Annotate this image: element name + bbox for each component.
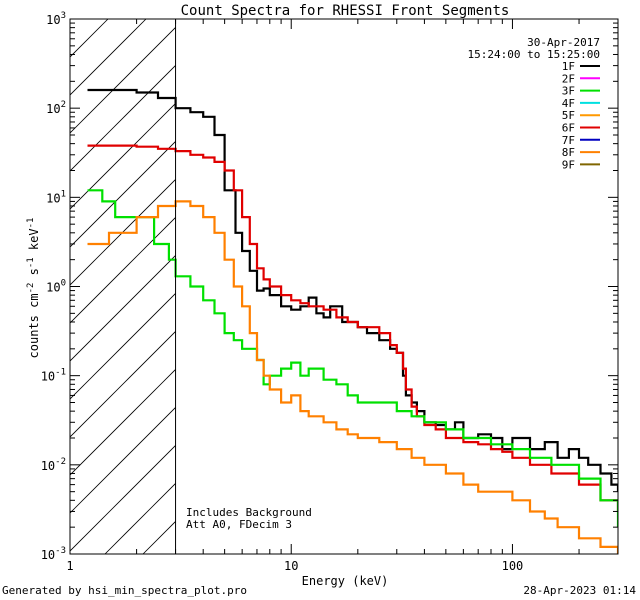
y-tick-label: 103 [46, 11, 66, 27]
hatch-line [70, 368, 176, 476]
hatch-line [70, 254, 176, 362]
legend-label: 1F [562, 60, 575, 73]
time-range-label: 15:24:00 to 15:25:00 [468, 48, 600, 61]
series-3F [87, 189, 618, 528]
date-label: 30-Apr-2017 [527, 36, 600, 49]
hatch-line [70, 140, 176, 248]
y-tick-label: 10-1 [41, 368, 66, 384]
axis-ticks: 1 10 100 10-3 10-2 10-1 100 101 102 103 [41, 11, 619, 573]
series-group [87, 88, 618, 554]
series-8F [87, 200, 618, 554]
series-6F [87, 144, 618, 512]
y-tick-label: 10-3 [41, 546, 66, 562]
x-tick-label: 10 [284, 559, 298, 573]
hatch-line [70, 444, 176, 552]
hatched-region [70, 19, 176, 554]
legend-label: 4F [562, 97, 575, 110]
hatch-line [70, 406, 176, 514]
hatch-line [70, 292, 176, 400]
legend-label: 7F [562, 134, 575, 147]
legend-label: 2F [562, 72, 575, 85]
legend-label: 5F [562, 109, 575, 122]
annotation-background: Includes Background [186, 506, 312, 519]
x-tick-label: 1 [66, 559, 73, 573]
hatch-line [70, 64, 176, 172]
hatch-line [70, 102, 176, 210]
y-axis-label: counts cm-2 s-1 keV-1 [26, 218, 41, 359]
plot-frame [69, 18, 619, 555]
x-axis-label: Energy (keV) [302, 574, 389, 588]
hatch-line [70, 26, 176, 134]
annotation-attenuator: Att A0, FDecim 3 [186, 518, 292, 531]
legend-label: 8F [562, 146, 575, 159]
legend-label: 9F [562, 158, 575, 171]
footer-generator: Generated by hsi_min_spectra_plot.pro [2, 584, 247, 597]
y-tick-label: 102 [46, 100, 66, 116]
legend-label: 3F [562, 85, 575, 98]
y-tick-label: 10-2 [41, 457, 66, 473]
legend-label: 6F [562, 122, 575, 135]
hatch-line [70, 216, 176, 324]
y-tick-label: 100 [46, 279, 66, 295]
y-tick-label: 101 [46, 189, 66, 205]
x-tick-label: 100 [502, 559, 524, 573]
footer-timestamp: 28-Apr-2023 01:14 [523, 584, 636, 597]
chart-title: Count Spectra for RHESSI Front Segments [181, 3, 510, 19]
